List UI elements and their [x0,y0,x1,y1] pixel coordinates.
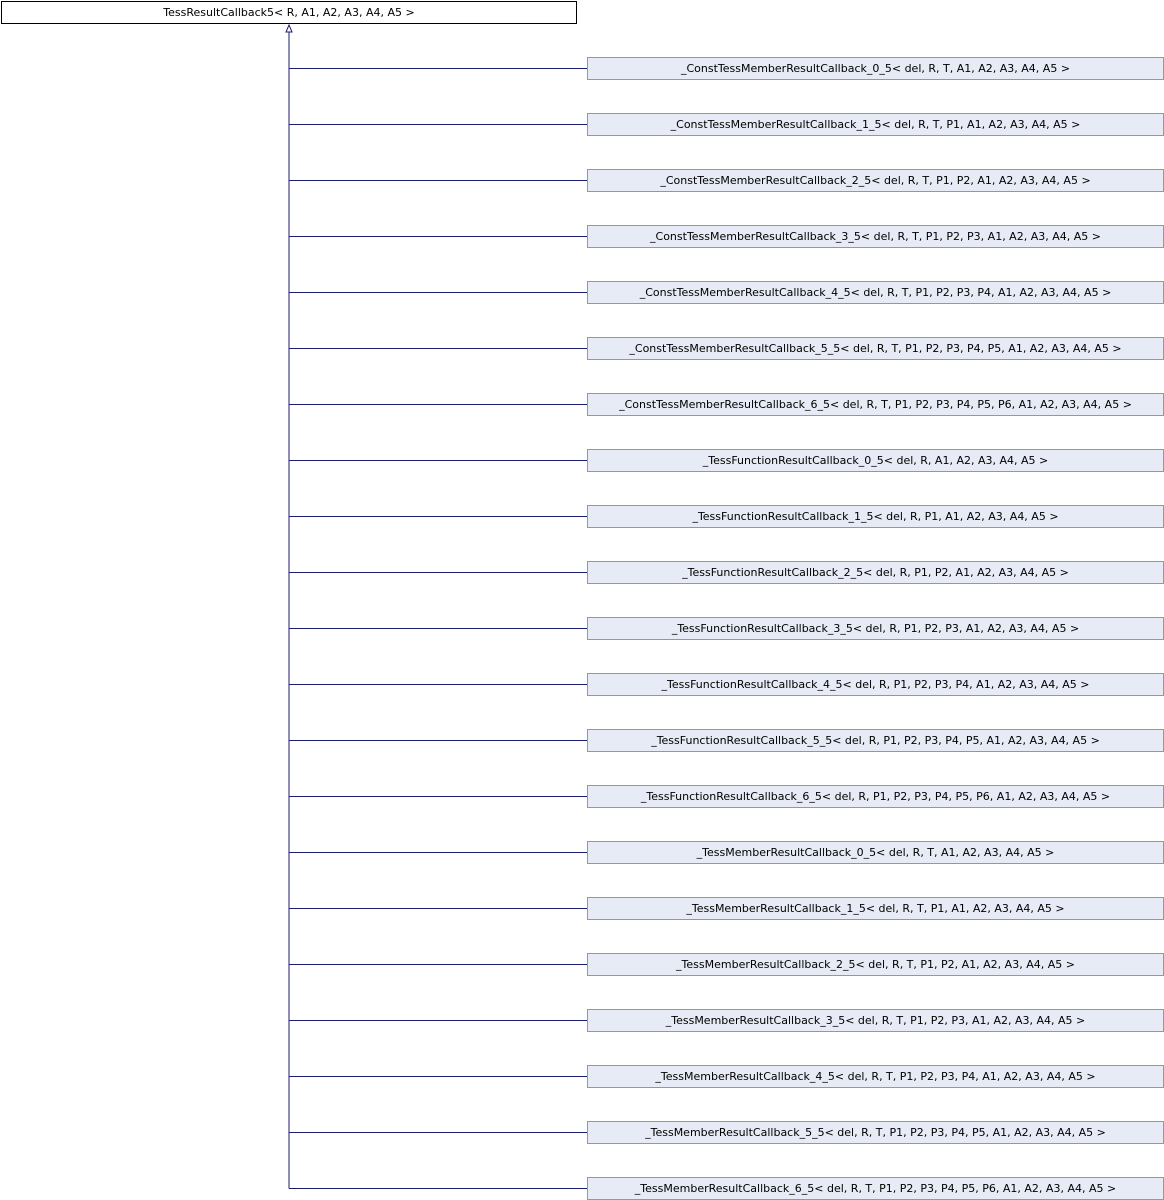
derived-class-node[interactable]: _TessFunctionResultCallback_5_5< del, R,… [587,729,1164,752]
inheritance-arrowhead [285,23,293,33]
derived-class-node[interactable]: _ConstTessMemberResultCallback_2_5< del,… [587,169,1164,192]
derived-class-node[interactable]: _TessMemberResultCallback_6_5< del, R, T… [587,1177,1164,1200]
derived-class-node[interactable]: _TessMemberResultCallback_0_5< del, R, T… [587,841,1164,864]
derived-class-node[interactable]: _TessMemberResultCallback_3_5< del, R, T… [587,1009,1164,1032]
derived-class-node[interactable]: _TessMemberResultCallback_2_5< del, R, T… [587,953,1164,976]
derived-class-node[interactable]: _TessFunctionResultCallback_1_5< del, R,… [587,505,1164,528]
derived-class-node[interactable]: _ConstTessMemberResultCallback_6_5< del,… [587,393,1164,416]
derived-class-node[interactable]: _ConstTessMemberResultCallback_5_5< del,… [587,337,1164,360]
derived-class-node[interactable]: _TessFunctionResultCallback_0_5< del, R,… [587,449,1164,472]
derived-class-node[interactable]: _ConstTessMemberResultCallback_4_5< del,… [587,281,1164,304]
derived-class-node[interactable]: _TessMemberResultCallback_1_5< del, R, T… [587,897,1164,920]
derived-class-node[interactable]: _TessMemberResultCallback_5_5< del, R, T… [587,1121,1164,1144]
derived-class-node[interactable]: _ConstTessMemberResultCallback_1_5< del,… [587,113,1164,136]
derived-class-node[interactable]: _ConstTessMemberResultCallback_3_5< del,… [587,225,1164,248]
base-class-node[interactable]: TessResultCallback5< R, A1, A2, A3, A4, … [1,1,577,24]
derived-class-node[interactable]: _TessFunctionResultCallback_3_5< del, R,… [587,617,1164,640]
derived-class-node[interactable]: _TessFunctionResultCallback_6_5< del, R,… [587,785,1164,808]
derived-class-node[interactable]: _TessFunctionResultCallback_2_5< del, R,… [587,561,1164,584]
derived-class-node[interactable]: _TessFunctionResultCallback_4_5< del, R,… [587,673,1164,696]
derived-class-node[interactable]: _TessMemberResultCallback_4_5< del, R, T… [587,1065,1164,1088]
derived-class-node[interactable]: _ConstTessMemberResultCallback_0_5< del,… [587,57,1164,80]
